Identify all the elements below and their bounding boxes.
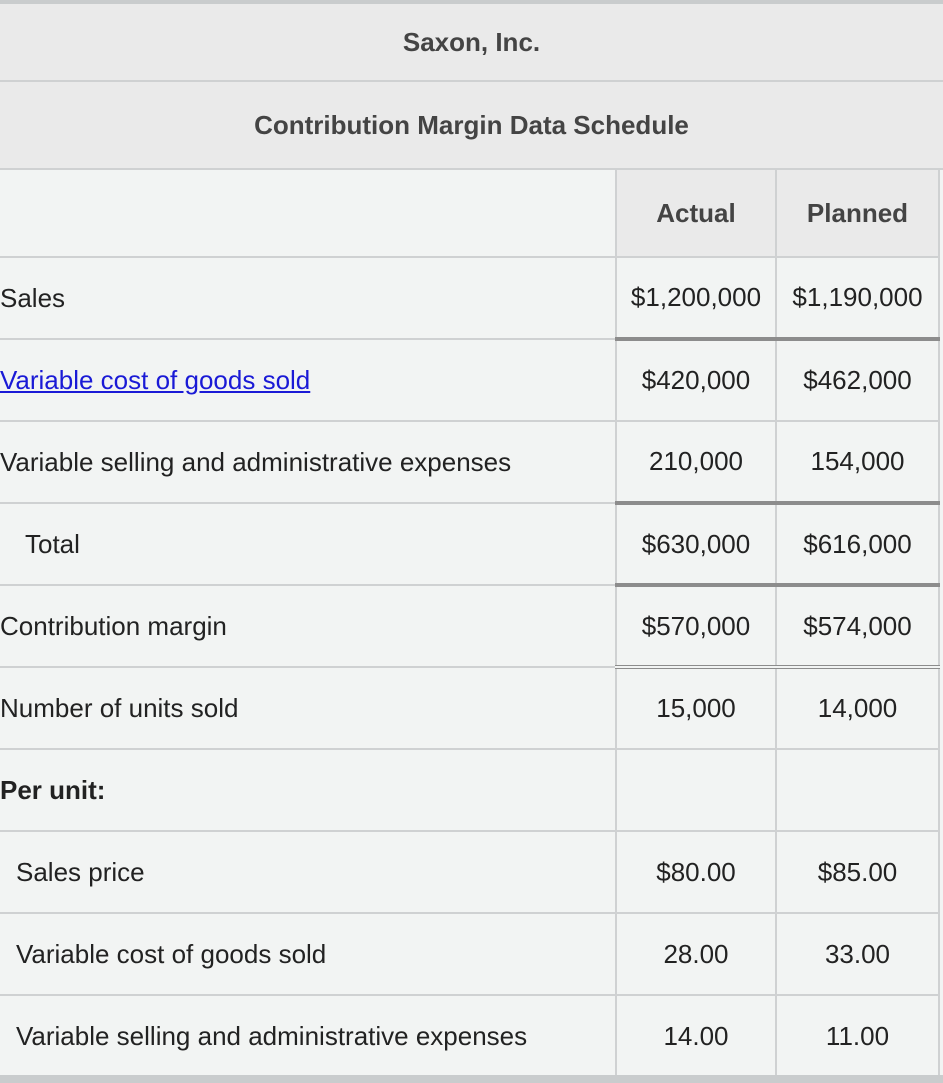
row-contribution-margin: Contribution margin $570,000 $574,000: [0, 583, 940, 668]
row-label: Per unit:: [0, 749, 616, 832]
row-variable-sae-per-unit: Variable selling and administrative expe…: [0, 995, 940, 1078]
planned-value: $462,000: [775, 337, 940, 422]
row-label: Variable cost of goods sold: [0, 913, 616, 996]
row-label: Variable selling and administrative expe…: [0, 995, 616, 1078]
row-variable-sae: Variable selling and administrative expe…: [0, 421, 940, 504]
planned-value: 11.00: [775, 995, 940, 1078]
row-per-unit-heading: Per unit:: [0, 749, 940, 832]
header-row: Actual Planned: [0, 170, 940, 258]
row-sales-price: Sales price $80.00 $85.00: [0, 831, 940, 914]
actual-value: $80.00: [615, 831, 776, 914]
row-variable-cogs: Variable cost of goods sold $420,000 $46…: [0, 337, 940, 422]
actual-value: $630,000: [615, 501, 776, 586]
actual-value: $570,000: [615, 583, 776, 668]
actual-value: 14.00: [615, 995, 776, 1078]
row-label: Sales: [0, 257, 616, 340]
planned-value: $1,190,000: [775, 257, 940, 340]
row-label-cell: Variable cost of goods sold: [0, 339, 616, 422]
col-header-planned: Planned: [775, 170, 940, 258]
planned-empty-cell: [775, 749, 940, 832]
row-sales: Sales $1,200,000 $1,190,000: [0, 257, 940, 340]
actual-value: 15,000: [615, 665, 776, 750]
planned-value: $574,000: [775, 583, 940, 668]
actual-empty-cell: [615, 749, 776, 832]
row-variable-cogs-per-unit: Variable cost of goods sold 28.00 33.00: [0, 913, 940, 996]
row-total: Total $630,000 $616,000: [0, 501, 940, 586]
header-blank-cell: [0, 170, 616, 258]
bottom-border: [0, 1075, 943, 1083]
col-header-actual: Actual: [615, 170, 776, 258]
actual-value: 28.00: [615, 913, 776, 996]
row-label: Contribution margin: [0, 585, 616, 668]
row-label: Variable selling and administrative expe…: [0, 421, 616, 504]
planned-value: 33.00: [775, 913, 940, 996]
planned-value: 154,000: [775, 421, 940, 504]
planned-value: $85.00: [775, 831, 940, 914]
actual-value: $1,200,000: [615, 257, 776, 340]
schedule-title: Contribution Margin Data Schedule: [0, 82, 943, 170]
row-label: Number of units sold: [0, 667, 616, 750]
company-title: Saxon, Inc.: [0, 4, 943, 82]
actual-value: $420,000: [615, 337, 776, 422]
planned-value: 14,000: [775, 665, 940, 750]
variable-cogs-link[interactable]: Variable cost of goods sold: [0, 364, 311, 395]
planned-value: $616,000: [775, 501, 940, 586]
row-label: Sales price: [0, 831, 616, 914]
row-label: Total: [0, 503, 616, 586]
schedule-table: Actual Planned Sales $1,200,000 $1,190,0…: [0, 170, 940, 1078]
actual-value: 210,000: [615, 421, 776, 504]
row-units-sold: Number of units sold 15,000 14,000: [0, 665, 940, 750]
